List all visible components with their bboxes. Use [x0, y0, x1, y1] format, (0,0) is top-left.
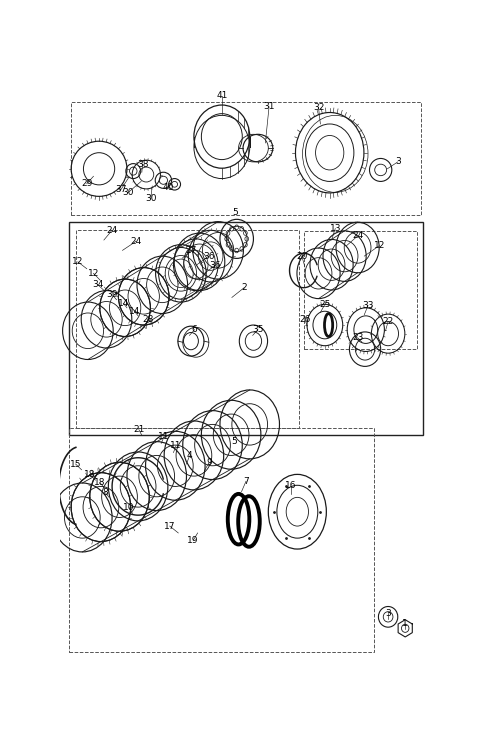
Bar — [76, 231, 299, 428]
Text: 36: 36 — [203, 251, 215, 260]
Text: 23: 23 — [352, 333, 363, 342]
Text: 40: 40 — [163, 183, 174, 192]
Text: 12: 12 — [88, 269, 99, 278]
Text: 3: 3 — [395, 157, 401, 166]
Text: 24: 24 — [352, 231, 363, 240]
Text: 39: 39 — [107, 290, 118, 299]
Text: 30: 30 — [145, 194, 156, 203]
Text: 5: 5 — [231, 436, 237, 445]
Text: 25: 25 — [319, 300, 331, 309]
Text: 30: 30 — [122, 189, 133, 198]
Text: 18: 18 — [84, 470, 96, 479]
Text: 22: 22 — [383, 317, 394, 326]
Text: 19: 19 — [187, 536, 199, 545]
Text: 32: 32 — [313, 104, 324, 113]
Text: 33: 33 — [362, 301, 374, 310]
Text: 41: 41 — [216, 91, 228, 101]
Text: 12: 12 — [72, 257, 84, 266]
Text: 15: 15 — [70, 460, 82, 468]
Text: 16: 16 — [285, 481, 296, 490]
Bar — [71, 102, 421, 215]
Bar — [69, 428, 374, 653]
Text: 8: 8 — [103, 489, 108, 498]
Text: 14: 14 — [129, 307, 140, 316]
Text: 21: 21 — [133, 425, 144, 434]
Text: 4: 4 — [187, 451, 192, 460]
Text: 34: 34 — [92, 280, 104, 289]
Text: 3: 3 — [385, 609, 391, 618]
Text: 17: 17 — [164, 521, 176, 530]
Text: 28: 28 — [143, 315, 154, 324]
Text: 35: 35 — [252, 325, 264, 334]
Text: 36: 36 — [210, 261, 221, 270]
Text: 11: 11 — [158, 432, 170, 441]
Text: 27: 27 — [185, 246, 197, 255]
Bar — [304, 231, 417, 349]
Bar — [69, 222, 423, 436]
Text: 24: 24 — [131, 236, 142, 245]
Text: 7: 7 — [243, 477, 249, 486]
Text: 11: 11 — [170, 441, 182, 450]
Text: 9: 9 — [206, 458, 212, 468]
Text: 2: 2 — [241, 283, 247, 292]
Text: 31: 31 — [264, 102, 275, 111]
Text: 37: 37 — [115, 185, 127, 194]
Text: 12: 12 — [373, 241, 385, 250]
Text: 38: 38 — [137, 160, 148, 169]
Text: 13: 13 — [330, 224, 341, 233]
Text: 5: 5 — [232, 208, 238, 217]
Text: 6: 6 — [192, 325, 198, 334]
Text: 1: 1 — [402, 619, 408, 628]
Text: 29: 29 — [81, 179, 93, 188]
Text: 18: 18 — [95, 478, 106, 487]
Text: 10: 10 — [123, 504, 135, 513]
Text: 26: 26 — [299, 315, 311, 324]
Text: 14: 14 — [118, 298, 129, 307]
Text: 24: 24 — [107, 226, 118, 235]
Text: 20: 20 — [296, 251, 308, 260]
